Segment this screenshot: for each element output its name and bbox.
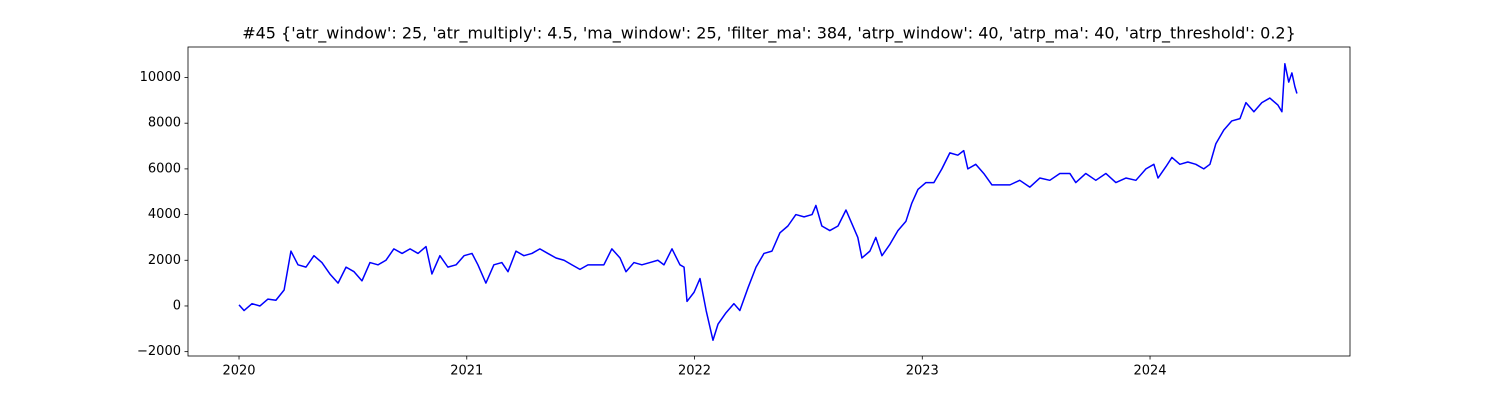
plot-frame bbox=[187, 46, 1351, 357]
data-line bbox=[238, 63, 1298, 341]
x-tick-label: 2022 bbox=[678, 364, 711, 379]
y-tick-label: 0 bbox=[173, 298, 181, 313]
y-tick-label: 6000 bbox=[148, 161, 181, 176]
y-tick-label: 10000 bbox=[140, 70, 181, 85]
y-tick-label: 8000 bbox=[148, 116, 181, 131]
x-tick-label: 2023 bbox=[906, 364, 939, 379]
x-tick-label: 2024 bbox=[1133, 364, 1166, 379]
x-tick-label: 2021 bbox=[450, 364, 483, 379]
y-tick-label: 4000 bbox=[148, 207, 181, 222]
y-tick-label: −2000 bbox=[137, 344, 181, 359]
x-tick-label: 2020 bbox=[222, 364, 255, 379]
chart-title: #45 {'atr_window': 25, 'atr_multiply': 4… bbox=[242, 24, 1296, 44]
y-tick-label: 2000 bbox=[148, 253, 181, 268]
